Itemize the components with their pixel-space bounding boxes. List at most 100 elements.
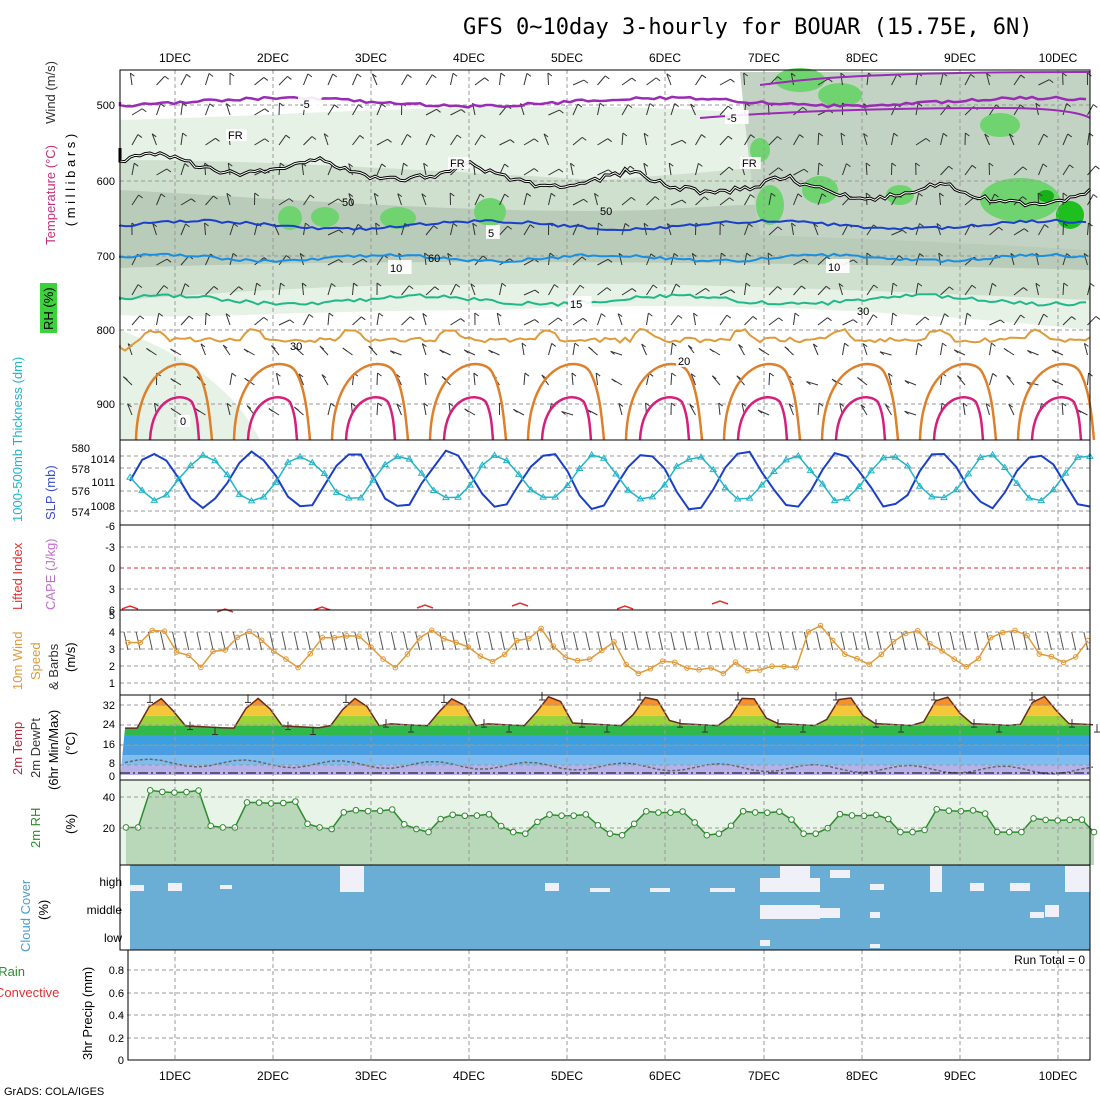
thickness-point — [381, 460, 390, 468]
wind-barb — [425, 225, 434, 236]
wind-barb-flag — [289, 319, 295, 324]
wind-barb — [939, 192, 941, 206]
thickness-point — [1000, 463, 1009, 471]
wind-barb-flag — [788, 403, 794, 408]
wind-barb-flag — [588, 346, 593, 351]
wind-barb-flag — [919, 253, 924, 257]
temp-band — [120, 745, 1090, 756]
wind-barb-flag — [607, 138, 612, 143]
wind-barb-flag — [408, 285, 414, 290]
thickness-point — [757, 480, 766, 488]
wind-barb — [817, 132, 820, 146]
wind-barb-10m — [755, 631, 761, 651]
wind-barb-flag — [376, 282, 382, 287]
contour-temp-25 — [918, 362, 998, 441]
wind-barb — [127, 343, 133, 356]
cloud-bg — [130, 865, 1090, 950]
wind-barb-flag — [348, 193, 354, 197]
wind-barb-flag — [791, 72, 796, 77]
thickness-point — [855, 482, 863, 490]
cloud-level-middle: middle — [87, 903, 123, 917]
contour-label-bg — [298, 96, 322, 110]
wind-barb-10m — [488, 631, 493, 651]
wind-barb — [205, 286, 215, 296]
wind-barb-10m — [803, 631, 809, 651]
contour-label-t0: 0 — [180, 416, 186, 428]
wind-barb-flag — [139, 315, 145, 320]
wind-barb-flag — [631, 288, 637, 292]
li-spike — [616, 605, 634, 610]
wind-barb-flag — [791, 222, 796, 227]
rh-point — [848, 812, 856, 819]
wind-barb-10m — [330, 631, 336, 651]
rh-point — [171, 789, 178, 796]
precip-ytick: 0 — [118, 1055, 124, 1067]
wind-barb-flag — [648, 312, 653, 317]
wind-barb — [131, 163, 135, 176]
wind-barb — [891, 74, 898, 86]
date-label-bottom: 8DEC — [846, 1069, 878, 1083]
date-label-top: 10DEC — [1039, 51, 1078, 65]
wind-barb — [1013, 74, 1022, 86]
wind-barb — [768, 193, 772, 206]
cloud-gap — [1010, 883, 1030, 891]
contour-temp-minus5-upper — [759, 71, 1091, 86]
wind-barb — [180, 103, 184, 116]
wind-speed-point — [744, 667, 751, 674]
wind-speed-point — [586, 656, 593, 662]
wind-barb-flag — [138, 194, 143, 199]
precip-ylabel-c: 3hr Precip (mm) — [80, 967, 95, 1060]
wind-barb-flag — [358, 104, 363, 108]
wind-barb-flag — [574, 342, 580, 347]
wind-barb — [572, 136, 583, 146]
wind-barb — [303, 223, 306, 236]
rh-point — [655, 809, 662, 816]
wind-barb-flag — [1051, 349, 1057, 354]
wind-barbs-10m — [123, 631, 1089, 651]
wind-barb-flag — [704, 196, 709, 201]
wind-barb — [131, 315, 141, 326]
wind-barb-flag — [389, 350, 395, 355]
wind-barb — [885, 404, 892, 416]
cape-ytick: -6 — [105, 521, 115, 533]
wind-barb-flag — [831, 378, 837, 383]
wind-barb-flag — [1044, 224, 1049, 228]
wind-barb-flag — [456, 134, 462, 139]
wind-barb-10m — [1046, 631, 1052, 651]
wind-barb-10m — [913, 631, 919, 651]
wind-barb — [915, 138, 927, 146]
wind-barb — [646, 284, 654, 296]
thickness-point — [697, 453, 705, 460]
wind-barb-10m — [633, 631, 639, 651]
thickness-point — [891, 453, 900, 460]
wind-barb — [254, 283, 258, 296]
wind-barb-flag — [158, 312, 164, 317]
wind-barb — [301, 283, 304, 296]
thickness-point — [964, 469, 973, 477]
wind-barb — [1013, 228, 1025, 236]
wind-barb-flag — [1066, 103, 1071, 107]
wind-barb-flag — [752, 316, 758, 320]
wind-barb — [862, 343, 868, 356]
wind-barb-flag — [818, 132, 824, 137]
wind-barb-flag — [473, 372, 479, 377]
wind-barb — [595, 373, 598, 386]
wind-barb-flag — [513, 408, 518, 413]
wind-barb-flag — [524, 372, 530, 377]
wind-barb-flag — [137, 134, 143, 138]
wind-barb — [572, 198, 584, 206]
wind-barb-flag — [643, 132, 649, 137]
rh-ylabel: 2m RH — [28, 808, 43, 848]
wind-barb-flag — [377, 402, 383, 407]
wind-barb-flag — [263, 316, 269, 321]
wind-barb-flag — [368, 345, 374, 350]
wind-barb-10m — [475, 631, 481, 651]
wind-speed-point — [574, 657, 581, 664]
date-label-bottom: 10DEC — [1039, 1069, 1078, 1083]
wind-barb — [323, 133, 329, 146]
wind-barb-flag — [970, 73, 975, 78]
wind-barb-flag — [403, 162, 408, 167]
wind-barb-flag — [501, 282, 507, 287]
thickness-point — [466, 481, 475, 488]
wind-barb-flag — [374, 192, 379, 197]
